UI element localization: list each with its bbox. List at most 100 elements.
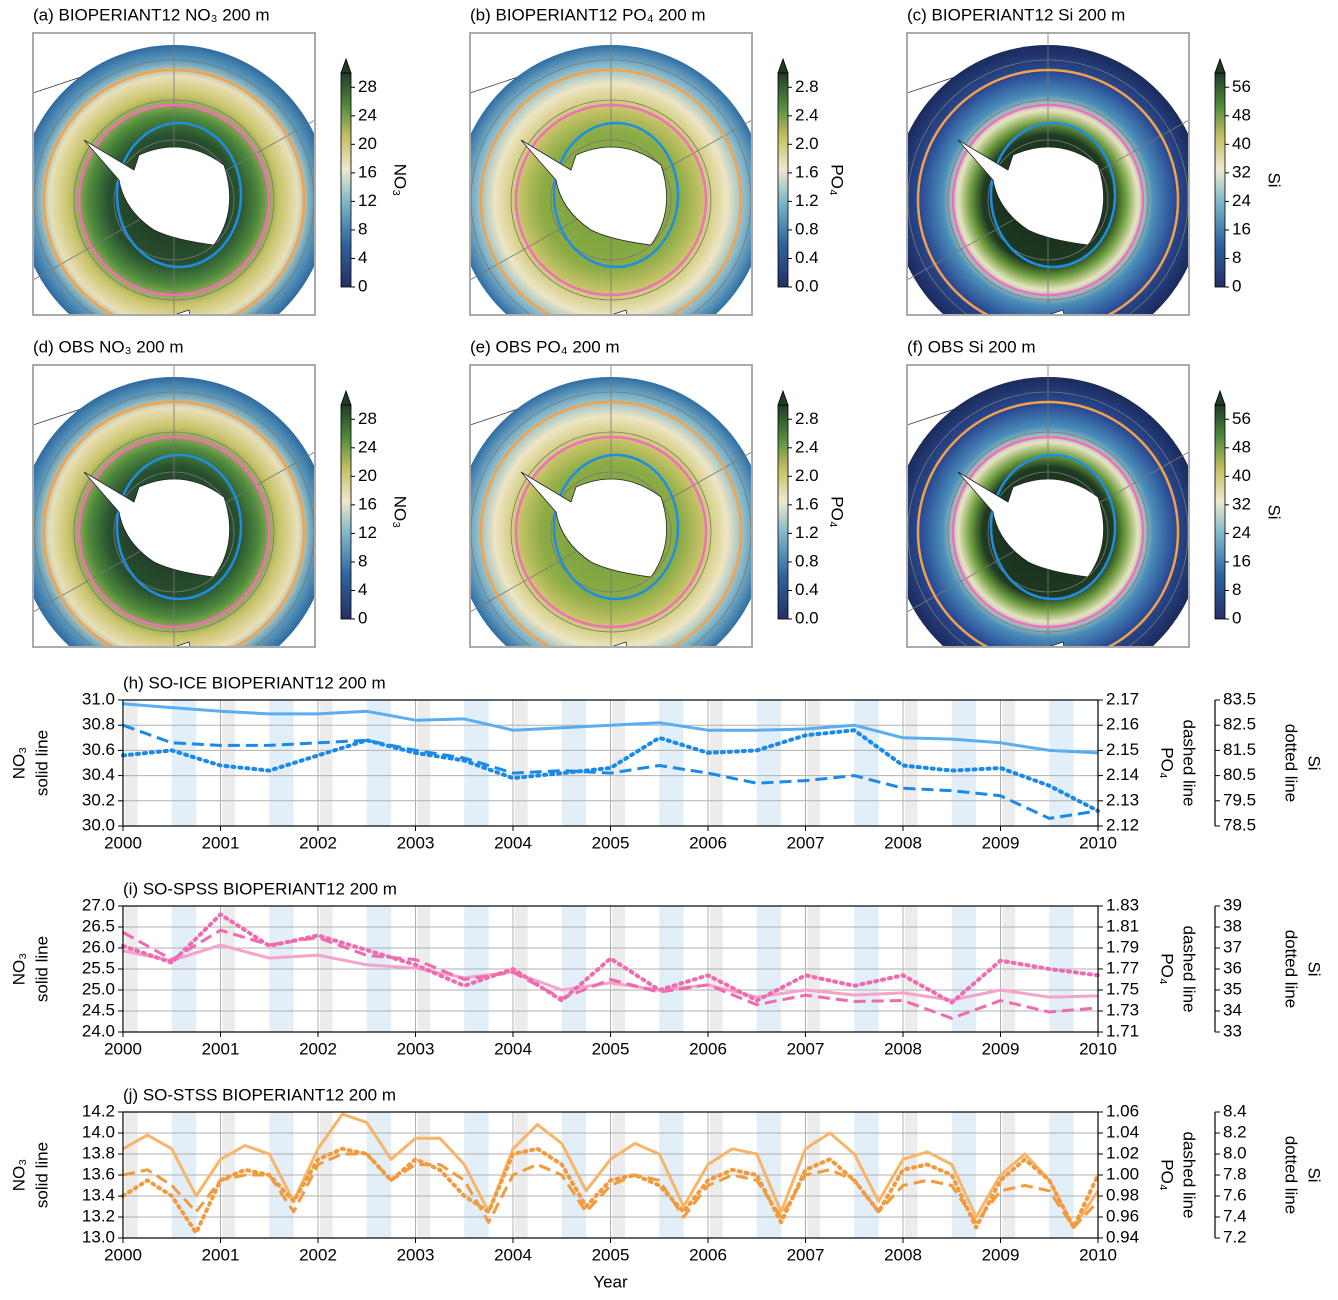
x-tick-label: 2003 bbox=[397, 833, 435, 852]
peninsula bbox=[1047, 309, 1065, 315]
season-band bbox=[319, 700, 333, 826]
colorbar-tick-label: 2.8 bbox=[795, 77, 819, 96]
x-tick-label: 2010 bbox=[1079, 1039, 1117, 1058]
x-axis-label: Year bbox=[593, 1272, 628, 1291]
colorbar-tick-label: 12 bbox=[358, 191, 377, 210]
y3-tick-label: 78.5 bbox=[1223, 815, 1256, 834]
y-tick-label: 30.6 bbox=[82, 740, 115, 759]
front-blue bbox=[552, 453, 680, 601]
x-tick-label: 2004 bbox=[494, 1245, 532, 1264]
front-blue bbox=[989, 453, 1117, 601]
colorbar-tick-label: 0.8 bbox=[795, 219, 819, 238]
colorbar-tick-label: 8 bbox=[358, 551, 367, 570]
season-band bbox=[124, 700, 138, 826]
colorbar bbox=[1214, 72, 1226, 288]
y2-tick-label: 2.14 bbox=[1106, 765, 1139, 784]
colorbar-tick-label: 32 bbox=[1232, 162, 1251, 181]
colorbar-tick-label: 40 bbox=[1232, 134, 1251, 153]
x-tick-label: 2001 bbox=[202, 833, 240, 852]
y2-tick-label: 1.83 bbox=[1106, 895, 1139, 914]
y3-axis-label: Si bbox=[1305, 961, 1324, 976]
y3-tick-label: 33 bbox=[1223, 1021, 1242, 1040]
y3-tick-label: 34 bbox=[1223, 1000, 1242, 1019]
y-tick-label: 13.0 bbox=[82, 1227, 115, 1246]
series-line bbox=[122, 1152, 1100, 1229]
season-band bbox=[756, 700, 782, 826]
y2-tick-label: 2.16 bbox=[1106, 715, 1139, 734]
colorbar-tick-label: 0 bbox=[358, 276, 367, 295]
series-line bbox=[121, 1146, 1100, 1235]
panel-title: (d) OBS NO₃ 200 m bbox=[33, 337, 184, 356]
peninsula bbox=[173, 309, 191, 315]
x-tick-label: 2000 bbox=[104, 1039, 142, 1058]
front-orange bbox=[479, 400, 743, 647]
panel-title: (i) SO-SPSS BIOPERIANT12 200 m bbox=[123, 879, 397, 898]
x-tick-label: 2007 bbox=[787, 833, 825, 852]
front-blue bbox=[989, 121, 1117, 269]
y2-tick-label: 1.06 bbox=[1106, 1101, 1139, 1120]
y3-tick-label: 7.8 bbox=[1223, 1164, 1247, 1183]
colorbar-tick-label: 16 bbox=[1232, 551, 1251, 570]
panel-title: (e) OBS PO₄ 200 m bbox=[470, 337, 620, 356]
colorbar-tick-label: 24 bbox=[1232, 191, 1251, 210]
front-orange bbox=[42, 400, 306, 647]
colorbar-tick-label: 2.4 bbox=[795, 437, 819, 456]
colorbar-tick-label: 24 bbox=[358, 437, 377, 456]
antarctica bbox=[83, 139, 230, 246]
y-tick-label: 26.0 bbox=[82, 937, 115, 956]
y2-tick-label: 1.00 bbox=[1106, 1164, 1139, 1183]
colorbar-tick-label: 8 bbox=[1232, 580, 1241, 599]
y-tick-label: 30.2 bbox=[82, 790, 115, 809]
colorbar-tick-label: 1.6 bbox=[795, 494, 819, 513]
y3-axis-label: Si bbox=[1305, 755, 1324, 770]
panel-title: (h) SO-ICE BIOPERIANT12 200 m bbox=[123, 673, 386, 692]
colorbar-tick-label: 1.6 bbox=[795, 162, 819, 181]
y-axis-label: solid line bbox=[32, 730, 51, 796]
y-axis-label: NO₃ bbox=[9, 1159, 28, 1191]
y3-tick-label: 36 bbox=[1223, 958, 1242, 977]
map-frame bbox=[906, 32, 1190, 316]
y2-tick-label: 0.98 bbox=[1106, 1185, 1139, 1204]
colorbar bbox=[340, 404, 352, 620]
colorbar-extend bbox=[1214, 389, 1226, 406]
antarctica bbox=[520, 139, 667, 246]
series-line bbox=[122, 723, 1099, 820]
colorbar-tick-label: 16 bbox=[358, 162, 377, 181]
x-tick-label: 2006 bbox=[689, 1245, 727, 1264]
front-pink bbox=[951, 435, 1145, 629]
y2-axis-label: PO₄ bbox=[1158, 953, 1177, 985]
y-tick-label: 26.5 bbox=[82, 916, 115, 935]
y3-tick-label: 7.4 bbox=[1223, 1206, 1247, 1225]
colorbar-label: PO₄ bbox=[828, 496, 847, 528]
x-tick-label: 2004 bbox=[494, 833, 532, 852]
y-tick-label: 13.6 bbox=[82, 1164, 115, 1183]
y-tick-label: 30.0 bbox=[82, 815, 115, 834]
panel-title: (b) BIOPERIANT12 PO₄ 200 m bbox=[470, 5, 706, 24]
x-tick-label: 2008 bbox=[884, 1039, 922, 1058]
x-tick-label: 2003 bbox=[397, 1039, 435, 1058]
y-tick-label: 13.8 bbox=[82, 1143, 115, 1162]
colorbar-tick-label: 4 bbox=[358, 248, 367, 267]
y3-tick-label: 7.2 bbox=[1223, 1227, 1247, 1246]
map bbox=[33, 33, 315, 315]
y2-axis-label: PO₄ bbox=[1158, 747, 1177, 779]
series-line bbox=[121, 728, 1100, 813]
colorbar-tick-label: 2.0 bbox=[795, 134, 819, 153]
colorbar-tick-label: 1.2 bbox=[795, 523, 819, 542]
y3-tick-label: 83.5 bbox=[1223, 689, 1256, 708]
y-axis-label: NO₃ bbox=[9, 747, 28, 779]
y3-axis-label: Si bbox=[1305, 1167, 1324, 1182]
series-line bbox=[122, 943, 1099, 1002]
y-tick-label: 13.2 bbox=[82, 1206, 115, 1225]
y-tick-label: 30.4 bbox=[82, 765, 115, 784]
antarctica bbox=[520, 471, 667, 578]
season-band bbox=[854, 700, 879, 826]
y-axis-label: NO₃ bbox=[9, 953, 28, 985]
colorbar-extend bbox=[777, 57, 789, 74]
season-band bbox=[1002, 700, 1016, 826]
peninsula bbox=[173, 641, 191, 647]
map-frame bbox=[32, 32, 316, 316]
x-tick-label: 2002 bbox=[299, 833, 337, 852]
y2-tick-label: 1.73 bbox=[1106, 1000, 1139, 1019]
